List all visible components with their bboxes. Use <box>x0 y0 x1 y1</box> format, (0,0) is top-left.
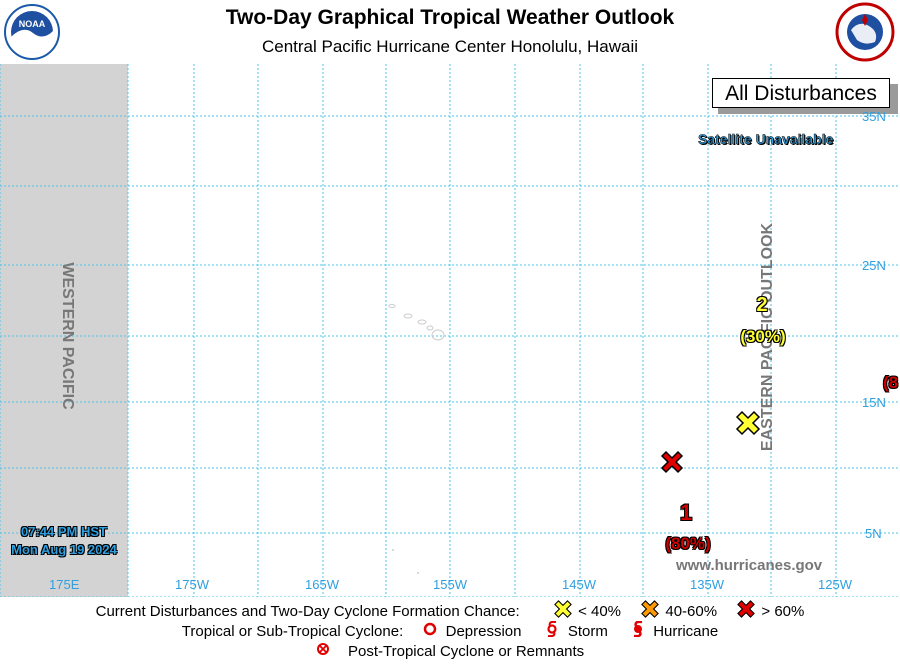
legend-row-post-tropical: Post-Tropical Cyclone or Remnants <box>0 642 900 660</box>
lon-label-175e: 175E <box>49 577 80 592</box>
disturbance-2-marker[interactable] <box>735 410 761 436</box>
lat-label-25n: 25N <box>862 258 886 273</box>
all-disturbances-label: All Disturbances <box>712 78 890 108</box>
lon-label-155w: 155W <box>433 577 467 592</box>
western-pacific-region <box>0 64 128 597</box>
western-pacific-label: WESTERN PACIFIC <box>59 262 76 410</box>
island <box>392 549 394 551</box>
hurricane-icon <box>630 620 646 641</box>
lon-label-125w: 125W <box>818 577 852 592</box>
post-tropical-icon <box>316 642 330 660</box>
island <box>426 325 434 331</box>
website-link[interactable]: www.hurricanes.gov <box>676 557 823 574</box>
timestamp-time: 07:44 PM HST <box>21 524 107 539</box>
legend-row-disturbances: Current Disturbances and Two-Day Cyclone… <box>0 600 900 622</box>
lon-label-175w: 175W <box>175 577 209 592</box>
lon-label-145w: 145W <box>562 577 596 592</box>
legend-hurricane-label: Hurricane <box>653 622 719 640</box>
outlook-map: All Disturbances Satellite Unavailable W… <box>0 64 900 597</box>
legend-medium-label: 40-60% <box>665 602 718 620</box>
island <box>417 572 419 574</box>
disturbance-2-chance: (30%) <box>740 327 786 346</box>
legend-high-label: > 60% <box>761 602 805 620</box>
legend-row-cyclones: Tropical or Sub-Tropical Cyclone: Depres… <box>0 620 900 641</box>
legend-post-tropical-label: Post-Tropical Cyclone or Remnants <box>347 642 585 660</box>
legend-low-label: < 40% <box>578 602 622 620</box>
island <box>431 329 445 341</box>
page-subtitle: Central Pacific Hurricane Center Honolul… <box>261 37 639 56</box>
legend-cyclone-label: Tropical or Sub-Tropical Cyclone: <box>181 622 404 640</box>
noaa-logo-text: NOAA <box>19 19 46 29</box>
disturbance-2-id: 2 <box>756 294 768 316</box>
timestamp-date: Mon Aug 19 2024 <box>11 542 117 557</box>
island <box>403 313 413 319</box>
island <box>417 319 427 325</box>
lat-label-35n: 35N <box>862 109 886 124</box>
lat-label-5n: 5N <box>865 526 882 541</box>
x-yellow-icon <box>554 600 572 622</box>
legend-depression-label: Depression <box>445 622 522 640</box>
disturbance-1-id: 1 <box>679 500 693 525</box>
x-red-icon <box>737 600 756 622</box>
lat-label-15n: 15N <box>862 395 886 410</box>
disturbance-3-chance: (8 <box>883 373 899 392</box>
header: NOAA Two-Day Graphical Tropical Weather … <box>0 0 900 64</box>
nws-logo-icon <box>835 2 895 62</box>
hawaiian-islands <box>388 78 890 574</box>
lat-lon-grid <box>0 64 900 597</box>
map-canvas <box>0 64 900 597</box>
noaa-logo-icon: NOAA <box>4 4 60 60</box>
disturbance-1-chance: (80%) <box>665 534 711 553</box>
storm-icon <box>544 620 560 641</box>
depression-icon <box>423 622 437 640</box>
island <box>388 304 396 308</box>
legend: Current Disturbances and Two-Day Cyclone… <box>0 597 900 665</box>
x-orange-icon <box>641 600 660 622</box>
disturbance-1-marker[interactable] <box>660 450 684 474</box>
lon-label-165w: 165W <box>305 577 339 592</box>
legend-disturbance-label: Current Disturbances and Two-Day Cyclone… <box>95 602 520 620</box>
lon-label-135w: 135W <box>690 577 724 592</box>
satellite-unavailable-note: Satellite Unavailable <box>698 131 834 148</box>
page-title: Two-Day Graphical Tropical Weather Outlo… <box>225 6 675 29</box>
legend-storm-label: Storm <box>567 622 608 640</box>
